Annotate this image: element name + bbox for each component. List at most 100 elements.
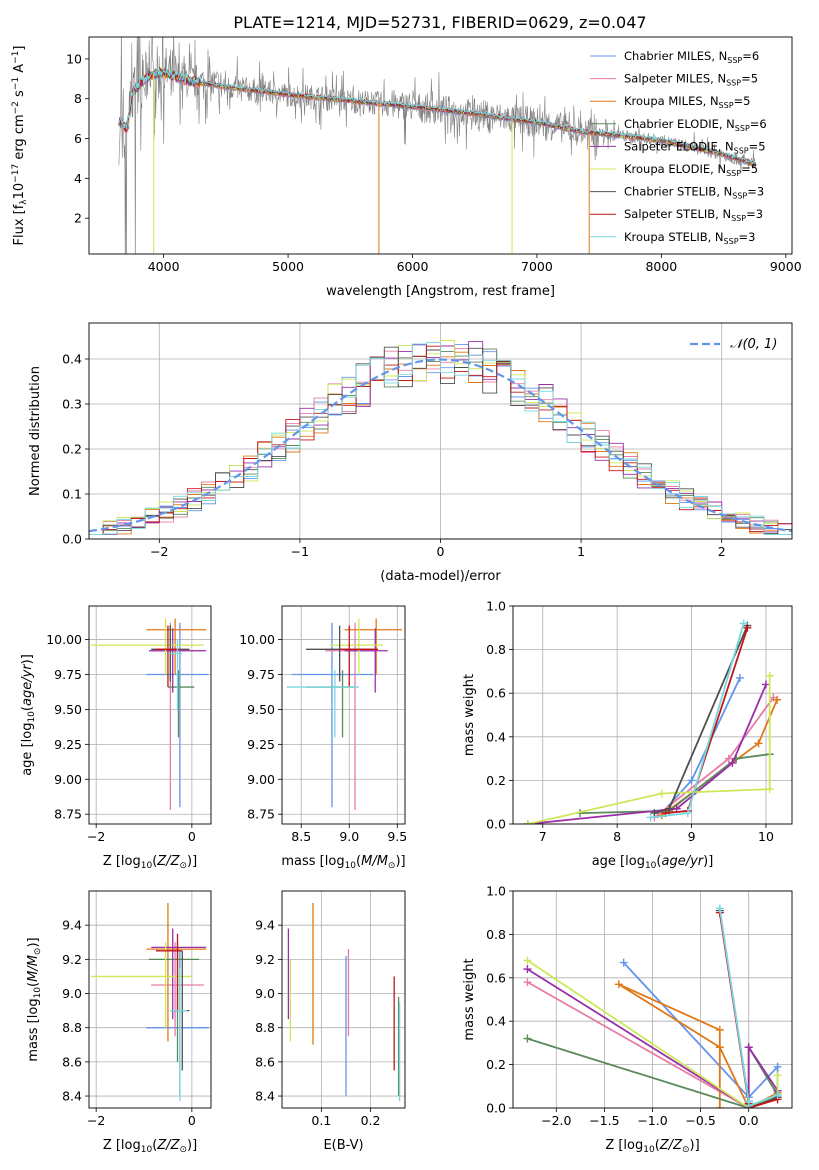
y-tick-label: 9.50 xyxy=(247,702,275,717)
y-tick-label: 8.4 xyxy=(62,1089,82,1104)
y-axis-label: mass weight xyxy=(462,674,477,756)
error-bar-kroupa-stelib xyxy=(286,670,359,738)
y-tick-label: 0.4 xyxy=(486,729,506,744)
x-tick-label: 8.5 xyxy=(291,829,311,844)
y-tick-label: 9.00 xyxy=(54,772,82,787)
plot-content xyxy=(523,904,782,1108)
plot-content xyxy=(89,340,792,535)
y-tick-label: 8.6 xyxy=(255,1054,275,1069)
mass-weight-vs-metallicity-panel: −2.0 −1.5 −1.0 −0.5 0.0 0.0 0.2 0.4 0.6 0.8 1.0 Z [… xyxy=(462,884,793,1155)
marker-kroupa-miles xyxy=(754,739,763,748)
y-tick-label: 10 xyxy=(66,51,82,66)
y-tick-label: 10.00 xyxy=(46,632,82,647)
marker-kroupa-stelib xyxy=(744,1101,753,1108)
figure-title: PLATE=1214, MJD=52731, FIBERID=0629, z=0… xyxy=(233,13,646,32)
x-tick-label: 10 xyxy=(758,829,774,844)
y-tick-label: 6 xyxy=(74,131,82,146)
x-tick-label: −2 xyxy=(87,829,105,844)
marker-chabrier-elodie xyxy=(523,1034,532,1043)
x-tick-label: 9000 xyxy=(770,259,802,274)
y-tick-label: 9.0 xyxy=(255,986,275,1001)
marker-kroupa-stelib xyxy=(715,904,724,913)
x-tick-label: 9.5 xyxy=(387,829,407,844)
plot-content xyxy=(287,902,401,1102)
y-tick-label: 9.2 xyxy=(255,952,275,967)
y-tick-label: 9.4 xyxy=(62,918,82,933)
y-tick-label: 9.75 xyxy=(247,667,275,682)
x-axis-label: Z [log10(Z/Z⊙)] xyxy=(103,854,197,871)
marker-chabrier-miles xyxy=(619,958,628,967)
marker-kroupa-stelib xyxy=(739,619,748,628)
mass-vs-extinction-panel: 0.1 0.2 8.4 8.6 8.8 9.0 9.2 9.4 E(B-V) xyxy=(255,890,406,1153)
plot-content xyxy=(118,37,757,254)
y-tick-label: 8 xyxy=(74,91,82,106)
error-bar-chabrier-miles xyxy=(291,622,374,808)
residuals-panel: −2 −1 0 1 2 0.0 0.1 0.2 0.3 0.4 (data-model)/error… xyxy=(28,322,793,584)
y-tick-label: 2 xyxy=(74,211,82,226)
y-tick-label: 10.00 xyxy=(239,632,275,647)
marker-salpeter-miles xyxy=(523,978,532,987)
error-bar-kroupa-elodie xyxy=(91,618,204,675)
x-axis-label: E(B-V) xyxy=(323,1138,363,1153)
marker-kroupa-elodie xyxy=(765,671,774,680)
marker-chabrier-miles xyxy=(773,1062,782,1071)
legend-label-kroupa-elodie: Kroupa ELODIE, NSSP=5 xyxy=(624,162,758,178)
x-axis-label: mass [log10(M/M⊙)] xyxy=(281,854,405,871)
x-tick-label: 7000 xyxy=(521,259,553,274)
mass-weight-line-salpeter-elodie xyxy=(526,968,779,1108)
marker-salpeter-elodie xyxy=(728,758,737,767)
x-tick-label: 0 xyxy=(188,829,196,844)
y-tick-label: 8.8 xyxy=(62,1020,82,1035)
marker-chabrier-miles xyxy=(687,776,696,785)
y-tick-label: 0.0 xyxy=(62,532,82,547)
x-axis-label: wavelength [Angstrom, rest frame] xyxy=(326,284,555,299)
x-tick-label: 6000 xyxy=(397,259,429,274)
x-tick-label: −1.5 xyxy=(589,1113,619,1128)
y-tick-label: 9.75 xyxy=(54,667,82,682)
y-tick-label: 9.25 xyxy=(54,737,82,752)
x-tick-label: 0 xyxy=(188,1113,196,1128)
y-tick-label: 0.4 xyxy=(486,1014,506,1029)
error-bar-kroupa-elodie xyxy=(91,942,192,1028)
marker-salpeter-elodie xyxy=(761,680,770,689)
marker-kroupa-stelib xyxy=(683,809,692,818)
x-tick-label: −2 xyxy=(87,1113,105,1128)
y-tick-label: 8.8 xyxy=(255,1020,275,1035)
histogram-kroupa-stelib xyxy=(89,341,792,535)
y-tick-label: 8.4 xyxy=(255,1089,275,1104)
marker-chabrier-miles xyxy=(735,673,744,682)
legend-label-chabrier-stelib: Chabrier STELIB, NSSP=3 xyxy=(624,185,764,201)
mass-weight-line-kroupa-elodie xyxy=(526,959,779,1108)
x-axis-label: Z [log10(Z/Z⊙)] xyxy=(103,1138,197,1155)
error-bar-kroupa-stelib xyxy=(170,639,183,710)
y-tick-label: 1.0 xyxy=(486,599,506,614)
age-vs-mass-panel: 8.5 9.0 9.5 8.75 9.00 9.25 9.50 9.75 10.00 mass [… xyxy=(239,605,407,871)
marker-kroupa-elodie xyxy=(523,956,532,965)
y-tick-label: 9.4 xyxy=(255,918,275,933)
error-bar-salpeter-stelib xyxy=(155,625,180,688)
error-bar-kroupa-miles xyxy=(344,618,403,675)
mass-weight-line-chabrier-elodie xyxy=(579,753,770,814)
y-tick-label: 8.6 xyxy=(62,1054,82,1069)
legend-label-chabrier-elodie: Chabrier ELODIE, NSSP=6 xyxy=(624,117,767,133)
x-tick-label: 1 xyxy=(577,544,585,559)
error-bar-salpeter-elodie xyxy=(151,928,207,1020)
plot-content xyxy=(91,902,209,1102)
marker-salpeter-stelib xyxy=(743,623,752,632)
observed-spectrum-line xyxy=(118,37,757,254)
plot-content xyxy=(286,618,403,811)
x-tick-label: 7 xyxy=(539,829,547,844)
x-tick-label: 0.1 xyxy=(311,1113,331,1128)
y-axis-label: Flux [fλ10−17 erg cm−2 s−1 A−1] xyxy=(11,46,29,246)
y-axis-label: Normed distribution xyxy=(28,366,43,496)
legend-label-salpeter-miles: Salpeter MILES, NSSP=5 xyxy=(624,72,758,88)
y-tick-label: 4 xyxy=(74,171,82,186)
y-axis-label: age [log10(age/yr)] xyxy=(20,654,37,776)
x-axis-label: Z [log10(Z/Z⊙)] xyxy=(605,1138,699,1155)
y-tick-label: 0.8 xyxy=(486,927,506,942)
x-tick-label: 4000 xyxy=(148,259,180,274)
y-tick-label: 0.0 xyxy=(486,817,506,832)
marker-kroupa-elodie xyxy=(657,789,666,798)
x-tick-label: 2 xyxy=(718,544,726,559)
marker-kroupa-elodie xyxy=(773,1071,782,1080)
